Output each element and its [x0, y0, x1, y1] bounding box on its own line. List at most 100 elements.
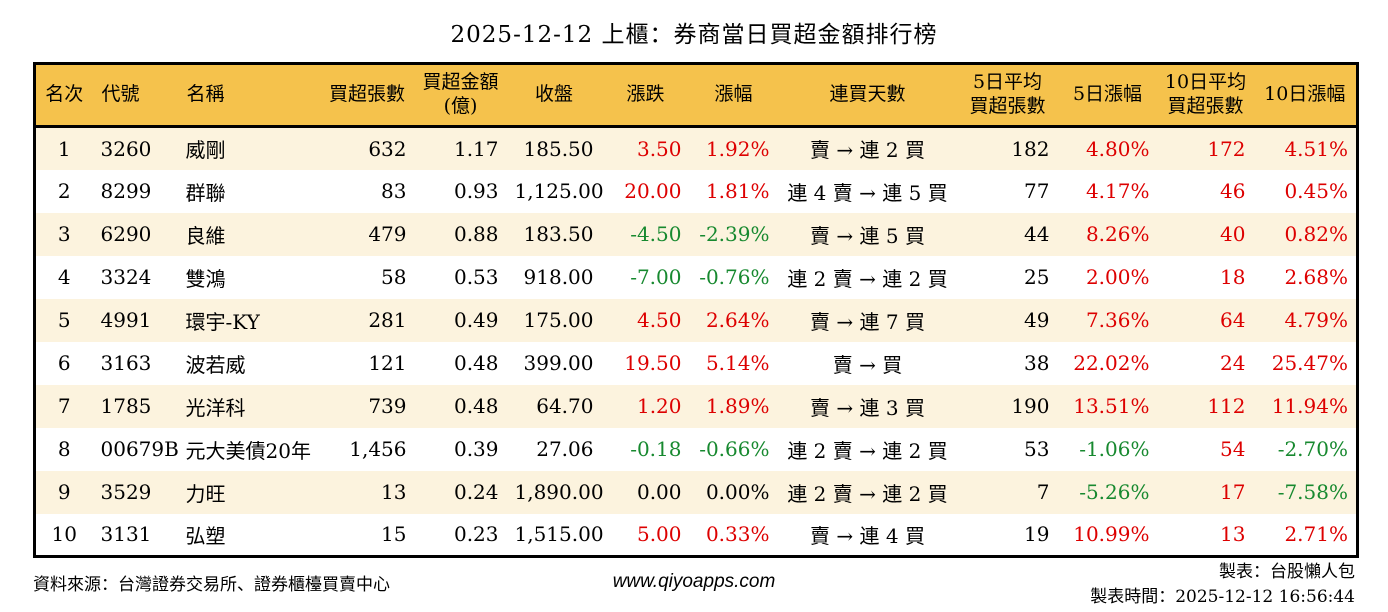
cell-avg10: 54 — [1157, 427, 1254, 471]
cell-name: 光洋科 — [177, 384, 320, 428]
column-header-name: 名稱 — [177, 62, 320, 128]
header-label: 名次 — [45, 83, 84, 106]
table-row: 3 6290 良維 479 0.88 183.50 -4.50 -2.39% 賣 → 連 5 買… — [33, 212, 1359, 256]
cell-close: 918.00 — [506, 255, 602, 299]
table-row: 5 4991 環宇-KY 281 0.49 175.00 4.50 2.64% 賣 → 連 7 … — [33, 298, 1359, 342]
table-row: 9 3529 力旺 13 0.24 1,890.00 0.00 0.00% 連 2 賣 → 連 … — [33, 470, 1359, 514]
cell-streak: 連 2 賣 → 連 2 買 — [777, 255, 958, 299]
cell-rank: 2 — [33, 169, 93, 213]
cell-code: 4991 — [92, 298, 178, 342]
cell-code: 3324 — [92, 255, 178, 299]
cell-code: 00679B — [92, 427, 179, 471]
cell-avg10: 112 — [1157, 384, 1254, 428]
cell-rank: 1 — [33, 126, 93, 170]
cell-pct10: 2.68% — [1253, 255, 1359, 299]
cell-avg10: 64 — [1157, 298, 1254, 342]
cell-code: 6290 — [92, 212, 178, 256]
cell-volume: 83 — [319, 169, 415, 213]
cell-close: 399.00 — [506, 341, 602, 385]
made-time-label: 製表時間：2025-12-12 16:56:44 — [1090, 587, 1355, 607]
cell-pct5: 7.36% — [1057, 298, 1158, 342]
cell-streak: 連 2 賣 → 連 2 買 — [777, 427, 958, 471]
cell-amount: 0.39 — [414, 427, 507, 471]
cell-change: -7.00 — [601, 255, 690, 299]
cell-close: 64.70 — [506, 384, 602, 428]
cell-change_pct: 1.89% — [689, 384, 778, 428]
column-header-code: 代號 — [92, 62, 178, 128]
cell-avg5: 25 — [957, 255, 1058, 299]
cell-close: 1,890.00 — [506, 470, 604, 514]
cell-pct10: 0.45% — [1253, 169, 1359, 213]
cell-pct10: 25.47% — [1253, 341, 1359, 385]
website-url: www.qiyoapps.com — [612, 571, 776, 592]
cell-streak: 賣 → 連 2 買 — [777, 126, 958, 170]
cell-pct10: 11.94% — [1253, 384, 1359, 428]
cell-volume: 281 — [319, 298, 415, 342]
cell-avg5: 44 — [957, 212, 1058, 256]
cell-pct5: 2.00% — [1057, 255, 1158, 299]
cell-rank: 7 — [33, 384, 93, 428]
cell-amount: 0.49 — [414, 298, 507, 342]
cell-streak: 連 2 賣 → 連 2 買 — [777, 470, 958, 514]
cell-rank: 4 — [33, 255, 93, 299]
cell-rank: 9 — [33, 470, 93, 514]
cell-streak: 賣 → 連 3 買 — [777, 384, 958, 428]
header-label: 名稱 — [186, 83, 225, 106]
cell-amount: 0.48 — [414, 341, 507, 385]
header-label: 連買天數 — [829, 83, 906, 106]
cell-amount: 0.23 — [414, 513, 507, 558]
cell-pct10: -2.70% — [1253, 427, 1359, 471]
cell-close: 1,125.00 — [506, 169, 604, 213]
cell-change_pct: -0.66% — [689, 427, 778, 471]
cell-change_pct: 0.33% — [689, 513, 778, 558]
table-row: 1 3260 威剛 632 1.17 185.50 3.50 1.92% 賣 → 連 2 買 18… — [33, 126, 1359, 170]
cell-change_pct: 1.81% — [689, 169, 778, 213]
cell-name: 元大美債20年 — [177, 427, 320, 471]
cell-amount: 0.88 — [414, 212, 507, 256]
cell-close: 175.00 — [506, 298, 602, 342]
column-header-change: 漲跌 — [601, 62, 690, 128]
cell-pct5: -1.06% — [1057, 427, 1158, 471]
header-label: 代號 — [101, 83, 140, 106]
cell-change: 3.50 — [601, 126, 690, 170]
cell-code: 3529 — [92, 470, 178, 514]
cell-pct5: 22.02% — [1057, 341, 1158, 385]
cell-code: 8299 — [92, 169, 178, 213]
cell-change: 4.50 — [601, 298, 690, 342]
header-label: 買超金額 — [422, 71, 499, 94]
cell-change: 1.20 — [601, 384, 690, 428]
cell-amount: 1.17 — [414, 126, 507, 170]
cell-pct10: 4.51% — [1253, 126, 1359, 170]
cell-volume: 1,456 — [319, 427, 415, 471]
column-header-pct10: 10日漲幅 — [1253, 62, 1359, 128]
cell-pct5: 10.99% — [1057, 513, 1158, 558]
cell-rank: 10 — [33, 513, 93, 558]
ranking-table: 名次 代號 名稱 買超張數 買超金額 (億) 收盤 漲跌 漲幅 連買天數 5日平均 買超張數 5日漲幅 1… — [33, 62, 1359, 558]
header-label-line2: (億) — [443, 95, 478, 117]
cell-change: 19.50 — [601, 341, 690, 385]
table-row: 6 3163 波若威 121 0.48 399.00 19.50 5.14% 賣 → 買 38 22… — [33, 341, 1359, 385]
cell-code: 3131 — [92, 513, 178, 558]
header-label: 10日平均 — [1164, 71, 1247, 94]
table-row: 4 3324 雙鴻 58 0.53 918.00 -7.00 -0.76% 連 2 賣 → 連 … — [33, 255, 1359, 299]
cell-name: 群聯 — [177, 169, 320, 213]
cell-pct10: 0.82% — [1253, 212, 1359, 256]
table-header: 名次 代號 名稱 買超張數 買超金額 (億) 收盤 漲跌 漲幅 連買天數 5日平均 買超張數 5日漲幅 1… — [33, 62, 1359, 128]
table-row: 10 3131 弘塑 15 0.23 1,515.00 5.00 0.33% 賣 → 連 4 買… — [33, 513, 1359, 558]
cell-volume: 479 — [319, 212, 415, 256]
header-row: 名次 代號 名稱 買超張數 買超金額 (億) 收盤 漲跌 漲幅 連買天數 5日平均 買超張數 5日漲幅 1… — [33, 62, 1359, 128]
cell-avg5: 49 — [957, 298, 1058, 342]
header-label: 漲跌 — [626, 83, 665, 106]
cell-volume: 58 — [319, 255, 415, 299]
column-header-streak: 連買天數 — [777, 62, 958, 128]
column-header-amount: 買超金額 (億) — [414, 62, 507, 128]
cell-avg10: 24 — [1157, 341, 1254, 385]
cell-change: 20.00 — [601, 169, 690, 213]
header-label: 10日漲幅 — [1264, 83, 1346, 106]
cell-change: -4.50 — [601, 212, 690, 256]
header-label: 5日平均 — [972, 71, 1043, 94]
cell-amount: 0.24 — [414, 470, 507, 514]
cell-streak: 連 4 賣 → 連 5 買 — [777, 169, 958, 213]
cell-amount: 0.93 — [414, 169, 507, 213]
